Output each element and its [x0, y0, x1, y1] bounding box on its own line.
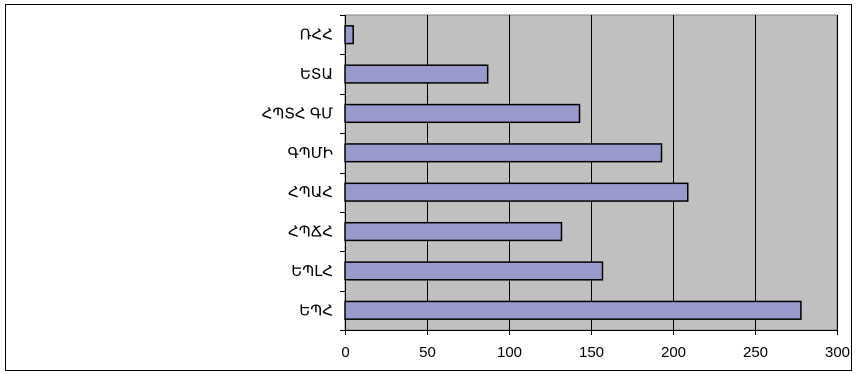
bar [344, 300, 802, 320]
tick-label: 150 [579, 344, 604, 361]
category-label: ՀՊՃՀ [288, 224, 333, 241]
bar [344, 25, 354, 45]
tick-label: 50 [419, 344, 436, 361]
bar [344, 221, 563, 242]
bar [344, 143, 663, 163]
category-label: ԵՏԱ [300, 66, 333, 83]
tick-label: 100 [497, 344, 522, 361]
bar [344, 182, 689, 202]
bar [344, 103, 581, 124]
category-label: ՀՊՏՀ ԳՄ [262, 105, 334, 122]
tick-label: 300 [825, 344, 850, 361]
category-label: ԵՊՀ [299, 302, 333, 319]
category-label: ԵՊԼՀ [291, 263, 333, 280]
tick-label: 0 [341, 344, 349, 361]
category-label: ԳՊՄԻ [287, 145, 333, 162]
tick-label: 200 [661, 344, 686, 361]
bar [344, 64, 489, 84]
category-label: ՌՀՀ [300, 27, 333, 44]
category-label: ՀՊԱՀ [288, 184, 333, 201]
tick-label: 250 [743, 344, 768, 361]
bar [344, 261, 604, 281]
